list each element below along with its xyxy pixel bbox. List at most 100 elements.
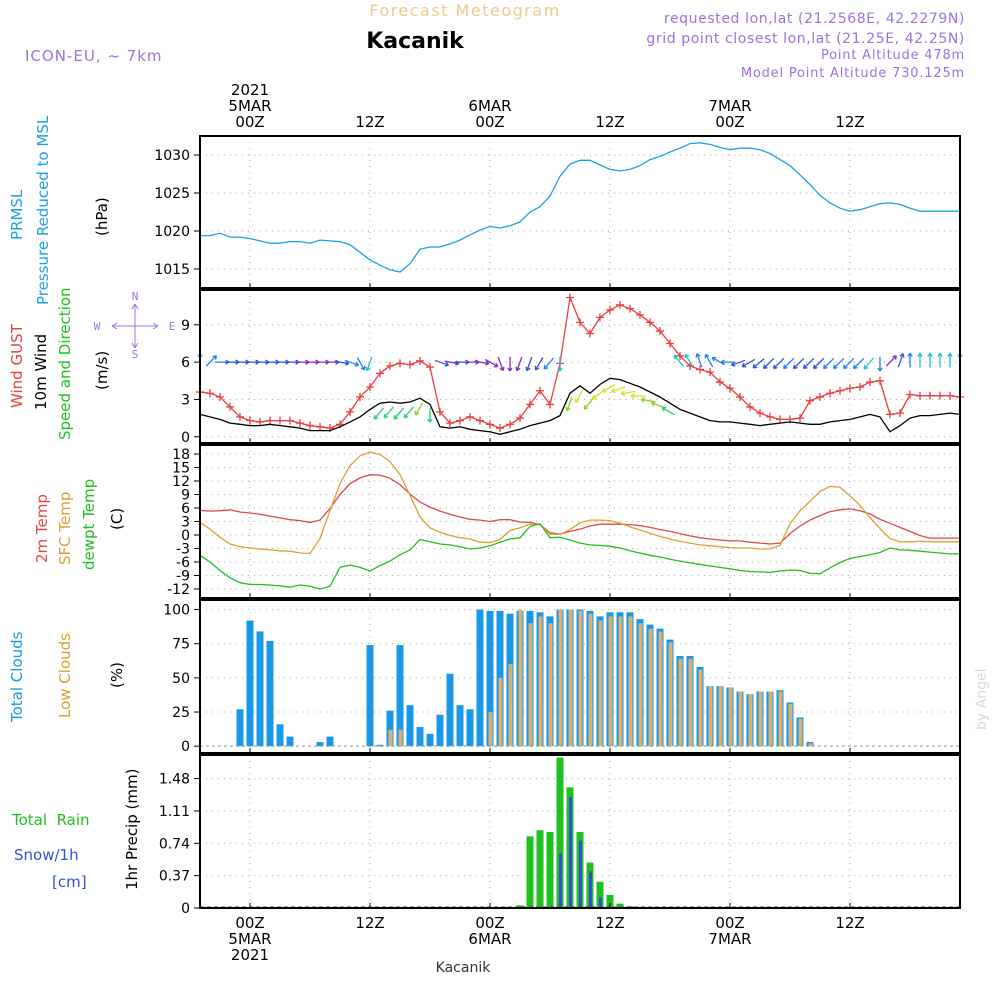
gust-marker [306,421,314,430]
gust-marker [206,389,214,398]
gust-marker [246,416,254,425]
gust-marker [636,310,644,319]
bottom-time-label: 00Z [715,914,744,932]
wind-arrow [897,353,905,368]
wind-arrow [373,407,384,420]
station-title: Kacanik [366,29,465,54]
gust-marker [816,392,824,401]
bottom-time-label: 12Z [835,914,864,932]
wind-arrow [583,397,594,410]
gust-marker [856,383,864,392]
gust-marker [916,391,924,400]
rain-bar [596,881,604,908]
bottom-time-label: 2021 [231,946,269,964]
model-label: ICON-EU, ~ 7km [25,47,163,65]
pressure-ytick-label: 1025 [154,186,190,202]
label-low-clouds: Low Clouds [56,633,74,718]
gust-marker [366,383,374,392]
low-cloud-bar [558,609,563,747]
temperature-ytick-label: 18 [172,447,190,463]
total-cloud-bar [276,724,284,747]
wind-arrow [403,406,414,419]
snow-bar [579,840,582,908]
temperature-series-2 [199,523,960,590]
low-cloud-bar [388,729,393,747]
top-time-label: 00Z [475,113,504,131]
gust-marker [756,409,764,418]
precip-frame [199,754,961,909]
wind-arrow [630,393,646,399]
wind-arrow [610,386,626,394]
low-cloud-bar [568,609,573,747]
low-cloud-bar [628,616,633,747]
wind-arrow [927,352,933,368]
wind-ytick-label: 6 [181,355,190,371]
wind-arrow [543,357,554,370]
pressure-ytick-label: 1020 [154,224,190,240]
pressure-series-0 [200,142,960,273]
wind-ytick-label: 3 [181,392,190,408]
gust-marker [946,391,954,400]
point-altitude: Point Altitude 478m [821,48,965,63]
gust-marker [886,410,894,419]
low-cloud-bar [688,658,693,747]
wind-arrow [822,357,835,370]
wind-frame [199,289,961,444]
low-cloud-bar [758,691,763,747]
snow-bar [559,853,562,908]
gust-marker [616,300,624,309]
low-cloud-bar [548,623,553,747]
gust-marker [506,420,514,429]
compass-w: W [94,320,101,333]
label-10m-wind: 10m Wind [32,334,50,410]
total-cloud-bar [266,640,274,747]
gust-marker [436,407,444,416]
bottom-time-label: 00Z [475,914,504,932]
pressure-ytick-label: 1030 [154,148,190,164]
temperature-ytick-label: 15 [172,461,190,477]
gust-marker [716,378,724,387]
gust-marker [656,327,664,336]
wind-arrow [356,357,366,371]
gust-marker [806,396,814,405]
label-celsius: (C) [108,508,126,530]
gust-marker [386,361,394,370]
clouds-ytick-label: 50 [172,671,190,687]
precip-ytick-label: 0.37 [159,869,190,885]
wind-arrow [507,356,513,372]
low-cloud-bar [638,623,643,747]
wind-arrow [947,352,953,368]
gust-marker [486,420,494,429]
wind-arrow [474,360,490,366]
gust-marker [896,409,904,418]
gust-marker [626,304,634,313]
rain-bar [546,831,554,908]
gust-marker [216,392,224,401]
precip-ytick-label: 0.74 [159,836,190,852]
precip-ytick-label: 1.48 [159,772,190,788]
temperature-series-1 [199,451,960,555]
wind-arrow [620,390,636,397]
top-time-label: 00Z [235,113,264,131]
bottom-time-label: 12Z [355,914,384,932]
rain-bar [556,757,564,908]
low-cloud-bar [808,743,813,747]
wind-arrow [762,357,775,370]
low-cloud-bar [518,609,523,747]
label-total-rain: Total Rain [11,811,90,829]
gust-marker [316,422,324,431]
wind-arrow [661,406,676,416]
total-cloud-bar [486,610,494,747]
top-time-label: 12Z [355,113,384,131]
low-cloud-bar [658,631,663,747]
total-cloud-bar [466,709,474,747]
wind-arrow [877,356,883,372]
wind-arrow [842,357,855,370]
gust-marker [746,402,754,411]
low-cloud-bar [608,616,613,747]
compass-n: N [132,290,139,303]
gust-marker [796,414,804,423]
gust-marker [846,384,854,393]
gust-marker [936,391,944,400]
